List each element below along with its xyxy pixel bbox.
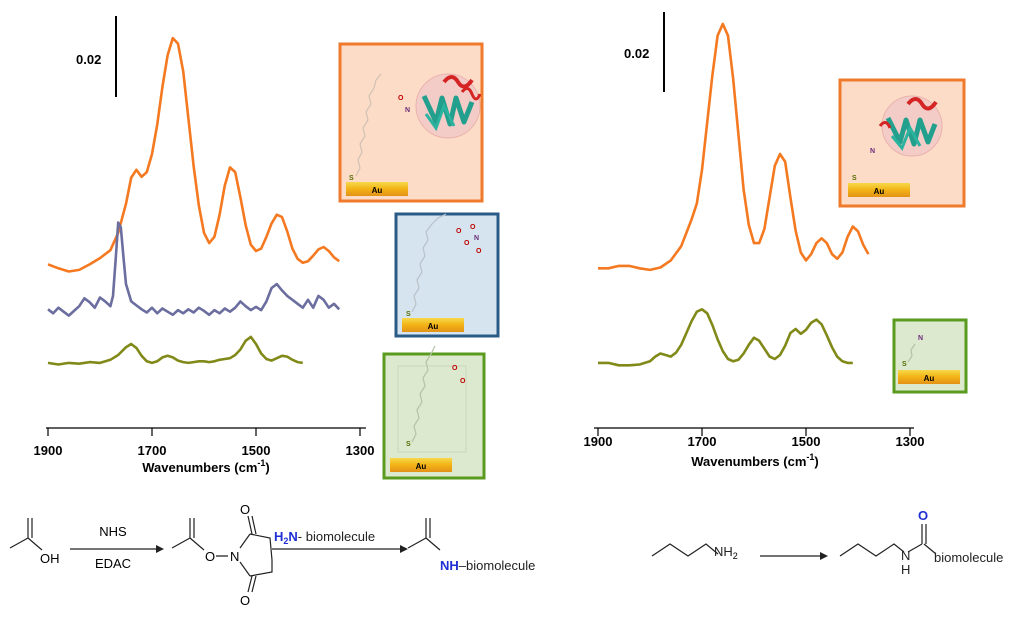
right-series-group — [598, 22, 870, 367]
acid-oh-label: OH — [40, 551, 60, 566]
sulfur-label: S — [406, 441, 411, 448]
right-scale-bar-label: 0.02 — [624, 46, 649, 61]
gold-label: Au — [416, 462, 427, 471]
inset-amine: Au S N — [892, 318, 968, 394]
left-spectrum-line-1 — [47, 36, 340, 273]
sulfur-label: S — [406, 311, 411, 318]
reagent-edac: EDAC — [95, 556, 131, 571]
right-spectrum-line-2 — [598, 308, 853, 367]
oxygen-label: O — [456, 228, 462, 235]
left-tick-label: 1900 — [34, 443, 63, 458]
left-spectrum-line-3 — [47, 335, 303, 366]
gold-label: Au — [428, 322, 439, 331]
sulfur-label: S — [349, 175, 354, 182]
alkyl-chain — [411, 213, 447, 313]
gold-substrate — [390, 458, 452, 472]
oxygen-label: O — [464, 240, 470, 247]
left-tick-label: 1300 — [346, 443, 375, 458]
reaction-scheme-right: NH2 O N H biomolecule — [651, 508, 1003, 577]
protein-ribbon-icon — [878, 95, 943, 157]
reaction-arrow-3-head — [820, 552, 828, 560]
sulfur-label: S — [852, 175, 857, 182]
product-biomolecule-label: biomolecule — [934, 550, 1003, 565]
nitrogen-label: N — [405, 107, 410, 114]
right-tick-label: 1500 — [792, 434, 821, 449]
right-x-axis-label: Wavenumbers (cm-1) — [691, 452, 818, 469]
reaction-scheme-left: OH NHS EDAC O N O O H2N- biomolecule NH–… — [9, 502, 535, 608]
oxygen-label: O — [476, 248, 482, 255]
inset-protein-linked-right: Au S N — [838, 78, 966, 208]
amide-product-structure — [839, 524, 937, 557]
left-series-group — [47, 36, 341, 366]
oxygen-label: O — [470, 224, 476, 231]
reagent-nhs: NHS — [99, 524, 127, 539]
left-tick-label: 1700 — [138, 443, 167, 458]
left-scale-bar-label: 0.02 — [76, 52, 101, 67]
left-tick-label: 1500 — [242, 443, 271, 458]
amine-reagent-label: H2N- biomolecule — [274, 529, 375, 546]
sulfur-label: S — [902, 361, 907, 368]
nitrogen-label: N — [474, 235, 479, 242]
protein-ribbon-icon — [415, 73, 482, 139]
left-spectrum-panel: 1900 1700 1500 1300 Wavenumbers (cm-1) 0… — [34, 16, 375, 475]
amine-nh2-label: NH2 — [714, 544, 738, 561]
acid-structure — [9, 518, 43, 551]
amide-product-structure — [407, 518, 441, 551]
oxygen-label: O — [452, 365, 458, 372]
right-tick-label: 1700 — [688, 434, 717, 449]
reaction-arrow-1-head — [156, 545, 164, 553]
right-spectrum-line-1 — [598, 22, 870, 272]
left-spectrum-line-2 — [47, 221, 341, 317]
product-carbonyl-o: O — [918, 508, 928, 523]
gold-substrate — [898, 370, 960, 384]
alkyl-chain — [411, 345, 436, 443]
amide-nh-label: NH–biomolecule — [440, 558, 535, 573]
ester-o-label: O — [205, 549, 215, 564]
alkyl-chain — [355, 73, 382, 177]
right-tick-label: 1300 — [896, 434, 925, 449]
nitrogen-label: N — [870, 148, 875, 155]
oxygen-label: O — [398, 95, 404, 102]
gold-substrate — [848, 183, 910, 197]
nitrogen-label: N — [918, 335, 923, 342]
ester-n-label: N — [230, 549, 239, 564]
inset-carboxylic-acid: Au S O O — [382, 345, 486, 480]
right-spectrum-panel: 1900 1700 1500 1300 Wavenumbers (cm-1) 0… — [584, 12, 925, 469]
butylamine-structure — [651, 543, 719, 557]
gold-label: Au — [874, 187, 885, 196]
gold-label: Au — [924, 374, 935, 383]
product-n-label: N — [901, 548, 910, 563]
gold-substrate — [346, 182, 408, 196]
inset-protein-linked-left: Au S O N — [338, 42, 484, 203]
gold-label: Au — [372, 186, 383, 195]
right-tick-label: 1900 — [584, 434, 613, 449]
gold-substrate — [402, 318, 464, 332]
ester-carbonyl-o: O — [240, 502, 250, 517]
monolayer-outline — [397, 365, 467, 453]
inset-nhs-ester: Au S O O N O O — [394, 212, 500, 338]
oxygen-label: O — [460, 378, 466, 385]
nhs-ester-structure — [171, 515, 273, 593]
reaction-arrow-2-head — [400, 545, 408, 553]
alkyl-chain — [907, 343, 916, 363]
left-x-axis-label: Wavenumbers (cm-1) — [142, 458, 269, 475]
ester-carbonyl-o: O — [240, 593, 250, 608]
product-h-label: H — [901, 562, 910, 577]
